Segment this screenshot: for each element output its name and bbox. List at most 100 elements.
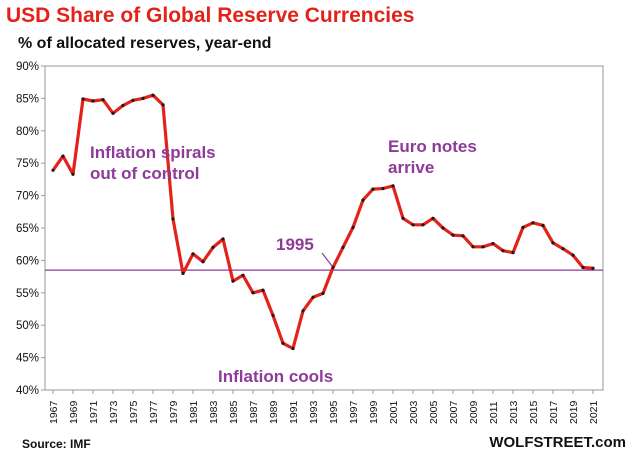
series-group <box>51 93 595 351</box>
data-point <box>421 223 425 227</box>
x-tick-label: 1987 <box>248 400 260 424</box>
x-tick-label: 1999 <box>368 400 380 424</box>
data-point <box>181 271 185 275</box>
data-point <box>221 237 225 241</box>
data-point <box>491 242 495 246</box>
data-point <box>251 291 255 295</box>
data-point <box>381 186 385 191</box>
x-tick-label: 2005 <box>428 400 440 424</box>
y-tick-label: 90% <box>16 61 39 73</box>
x-tick-label: 1983 <box>208 400 220 424</box>
data-point <box>161 103 165 107</box>
data-point <box>361 198 365 202</box>
x-tick-label: 1989 <box>268 400 280 424</box>
x-tick-label: 1977 <box>148 400 160 424</box>
data-point <box>81 97 85 101</box>
data-point <box>401 216 405 220</box>
x-tick-label: 1993 <box>308 400 320 424</box>
data-point <box>121 103 125 108</box>
data-point <box>241 273 245 277</box>
data-point <box>561 247 565 251</box>
data-point <box>471 245 475 249</box>
y-tick-label: 45% <box>16 353 39 365</box>
data-point <box>521 225 525 229</box>
data-point <box>531 221 535 225</box>
x-tick-label: 2017 <box>548 400 560 424</box>
x-tick-label: 1997 <box>348 400 360 424</box>
data-point <box>131 98 135 102</box>
x-tick-label: 1991 <box>288 400 300 424</box>
chart-title: USD Share of Global Reserve Currencies <box>6 4 415 27</box>
y-tick-label: 55% <box>16 288 39 300</box>
x-tick-label: 1985 <box>228 400 240 424</box>
x-tick-label: 2013 <box>508 400 520 424</box>
brand-logo-text: WOLFSTREET.com <box>489 434 626 451</box>
data-point <box>431 216 435 220</box>
data-point <box>391 184 395 188</box>
y-tick-label: 80% <box>16 126 39 138</box>
y-tick-label: 60% <box>16 255 39 267</box>
annotation-label: 1995 <box>276 235 314 254</box>
data-point <box>91 99 95 103</box>
x-tick-label: 1981 <box>188 400 200 424</box>
x-tick-label: 2021 <box>588 400 600 424</box>
data-point <box>441 226 445 230</box>
data-point <box>371 187 375 191</box>
x-tick-label: 2007 <box>448 400 460 424</box>
y-tick-label: 50% <box>16 320 39 332</box>
y-tick-label: 75% <box>16 158 39 170</box>
x-tick-label: 2001 <box>388 400 400 424</box>
data-point <box>191 252 195 256</box>
data-point <box>331 265 335 270</box>
data-point <box>271 313 275 318</box>
data-point <box>461 234 465 238</box>
data-point <box>141 96 145 100</box>
data-point <box>451 233 455 237</box>
annotation-label: Inflation cools <box>218 367 333 386</box>
series-line <box>51 93 594 351</box>
data-point <box>151 93 155 97</box>
x-tick-label: 2015 <box>528 400 540 424</box>
data-point <box>51 168 55 172</box>
data-point <box>311 295 315 299</box>
annotation-label: Euro notes <box>388 137 477 156</box>
x-tick-label: 2009 <box>468 400 480 424</box>
data-point <box>61 154 65 158</box>
y-tick-label: 40% <box>16 385 39 397</box>
data-point <box>301 309 305 313</box>
data-point <box>171 217 175 221</box>
data-point <box>231 279 235 283</box>
x-tick-label: 1967 <box>48 400 60 424</box>
data-point <box>511 251 515 255</box>
data-point <box>481 245 485 249</box>
x-tick-label: 2003 <box>408 400 420 424</box>
data-point <box>571 253 575 257</box>
data-point <box>261 288 265 292</box>
data-point <box>101 98 105 102</box>
data-point <box>71 172 75 176</box>
y-tick-label: 70% <box>16 191 39 203</box>
annotation-label: arrive <box>388 158 434 177</box>
data-point <box>551 241 555 245</box>
x-tick-label: 2019 <box>568 400 580 424</box>
data-point <box>501 249 505 253</box>
data-point <box>211 245 215 249</box>
data-point <box>281 341 285 345</box>
chart-subtitle: % of allocated reserves, year-end <box>18 35 272 52</box>
x-tick-label: 1969 <box>68 400 80 424</box>
annotation-pointer <box>321 252 333 267</box>
x-tick-label: 1979 <box>168 400 180 424</box>
x-tick-label: 1971 <box>88 400 100 424</box>
x-tick-label: 1973 <box>108 400 120 424</box>
annotations-group: Inflation spirals out of control Euro note… <box>90 137 477 386</box>
x-tick-label: 1995 <box>328 400 340 424</box>
x-tick-label: 2011 <box>488 401 500 424</box>
data-point <box>591 266 595 270</box>
x-tick-label: 1975 <box>128 400 140 424</box>
data-point <box>411 223 415 227</box>
data-point <box>291 346 295 351</box>
source-note: Source: IMF <box>22 437 91 451</box>
plot-area-frame <box>44 65 604 391</box>
data-point <box>341 245 345 249</box>
